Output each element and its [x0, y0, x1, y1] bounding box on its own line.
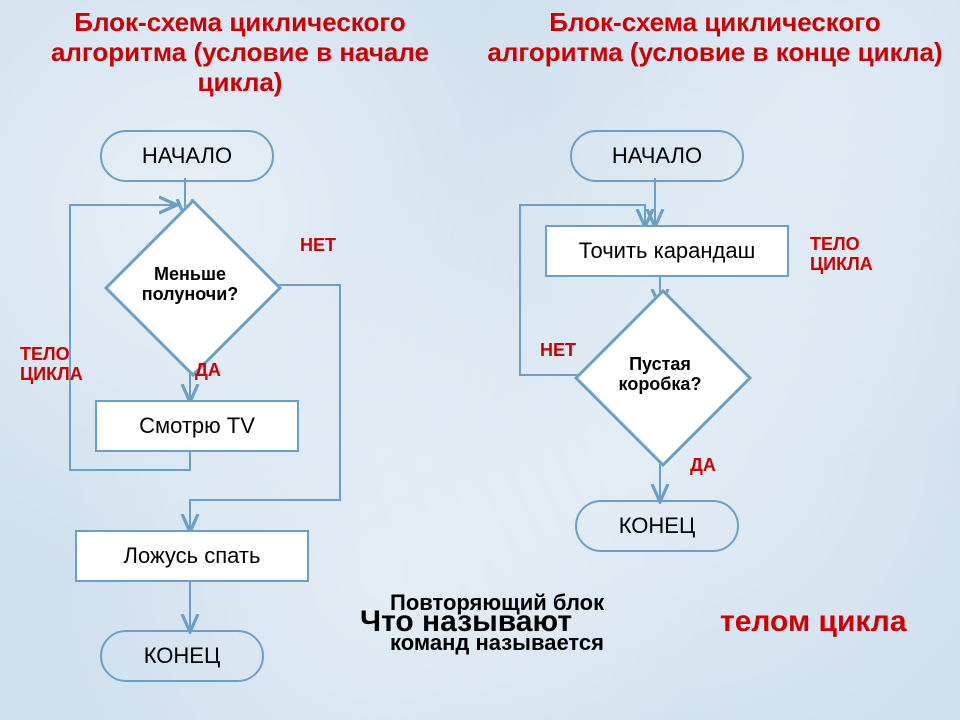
left-start-node: НАЧАЛО	[100, 130, 274, 182]
left-no-label: НЕТ	[300, 235, 336, 256]
right-condition-node: Пустая коробка?	[600, 315, 720, 435]
left-body-node: Смотрю TV	[95, 400, 299, 452]
right-body-label: ТЕЛО ЦИКЛА	[810, 235, 900, 275]
right-end-node: КОНЕЦ	[575, 500, 739, 552]
left-title: Блок-схема циклического алгоритма (услов…	[10, 8, 470, 98]
right-start-node: НАЧАЛО	[570, 130, 744, 182]
left-body-label: ТЕЛО ЦИКЛА	[20, 345, 110, 385]
right-no-label: НЕТ	[540, 340, 576, 361]
bottom-emph: телом цикла	[720, 605, 907, 639]
right-yes-label: ДА	[690, 455, 716, 476]
left-after-node: Ложусь спать	[75, 530, 309, 582]
left-yes-label: ДА	[195, 360, 221, 381]
right-body-node: Точить карандаш	[545, 225, 789, 277]
left-end-node: КОНЕЦ	[100, 630, 264, 682]
right-title: Блок-схема циклического алгоритма (услов…	[480, 8, 950, 68]
bottom-line2: команд называется	[390, 630, 604, 656]
left-condition-node: Меньше полуночи?	[130, 225, 250, 345]
